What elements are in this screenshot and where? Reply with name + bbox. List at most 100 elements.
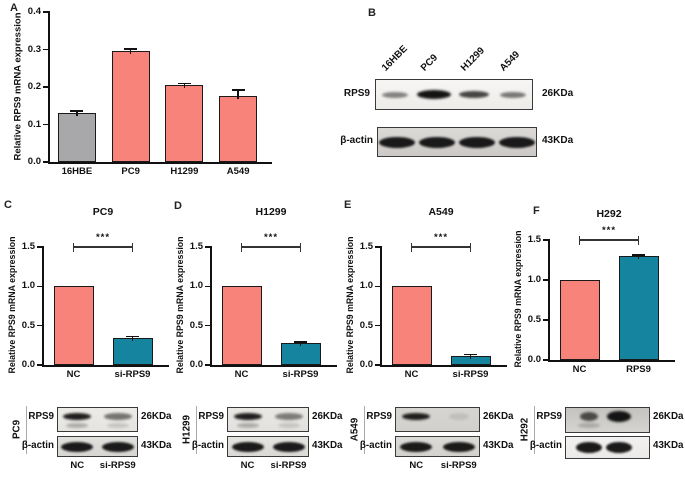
wb-band (442, 441, 475, 452)
wb-band (61, 441, 94, 452)
y-tick-label: 1.5 (527, 234, 541, 245)
y-tick-label: 0.3 (27, 43, 41, 55)
protein-label: β-actin (21, 440, 54, 451)
y-tick-label: 1.5 (359, 241, 373, 252)
bar (221, 286, 262, 365)
cell-line-divider (364, 406, 365, 454)
y-tick-label: 0.0 (21, 359, 35, 370)
x-axis (380, 365, 508, 367)
x-category-label: H1299 (170, 165, 199, 177)
kda-label: 26KDa (542, 88, 574, 99)
significance-bracket-tick (299, 242, 302, 252)
wb-band (379, 136, 415, 148)
y-tick (543, 239, 549, 241)
wb-lane-label: NC (240, 460, 255, 471)
wb-band (101, 441, 134, 452)
wb-band (400, 441, 433, 452)
wb-band (605, 442, 632, 453)
y-tick (37, 364, 43, 366)
x-category-label: RPS9 (626, 363, 651, 375)
protein-label: β-actin (340, 135, 373, 146)
x-category-label: NC (572, 363, 587, 375)
wb-band (106, 422, 129, 428)
significance-bracket (579, 239, 639, 241)
wb-band (606, 410, 631, 422)
y-axis (548, 239, 550, 361)
wb-lane-label: si-RPS9 (440, 460, 477, 471)
x-category-label: si-RPS9 (114, 368, 151, 380)
panel-letter-e: E (344, 199, 352, 211)
significance-bracket (411, 246, 471, 248)
error-bar-line (469, 354, 472, 359)
wb-band (575, 442, 602, 453)
significance-bracket-tick (469, 242, 472, 252)
x-category-label: NC (234, 368, 249, 380)
significance-stars: *** (601, 225, 617, 236)
x-category-label: NC (66, 368, 81, 380)
y-axis (48, 11, 50, 163)
y-tick-label: 0.2 (27, 81, 41, 92)
wb-band (448, 412, 469, 420)
kda-label: 26KDa (483, 411, 514, 422)
protein-label: RPS9 (343, 88, 370, 99)
significance-stars: *** (263, 232, 279, 243)
x-category-label: A549 (226, 165, 250, 177)
wb-lane-label: NC (409, 460, 424, 471)
protein-label: RPS9 (28, 411, 54, 422)
y-tick-label: 1.0 (21, 280, 35, 292)
y-tick (543, 319, 549, 321)
y-tick-label: 0.4 (27, 6, 41, 17)
panel-letter-f: F (533, 205, 540, 217)
y-tick-label: 1.0 (527, 274, 541, 285)
y-tick (43, 123, 49, 126)
wb-band (577, 422, 600, 428)
y-tick (205, 364, 211, 366)
y-tick (543, 359, 549, 361)
wb-membrane-box (227, 407, 309, 432)
significance-stars: *** (433, 232, 449, 243)
significance-bracket-tick (72, 242, 75, 252)
chart-title: H1299 (255, 206, 287, 218)
wb-lane-label: H1299 (458, 45, 487, 74)
wb-band (66, 422, 89, 428)
panel-letter-c: C (4, 199, 12, 211)
error-bar-line (299, 341, 302, 346)
protein-label: β-actin (529, 440, 562, 451)
y-tick (37, 324, 43, 327)
y-tick-label: 1.5 (21, 241, 35, 252)
y-tick (375, 246, 381, 248)
bar (111, 51, 150, 162)
y-axis (42, 246, 44, 366)
wb-band (579, 411, 598, 421)
error-bar-line (183, 83, 186, 89)
y-tick (543, 279, 549, 281)
wb-lane-label: A549 (498, 49, 523, 74)
y-tick (375, 364, 381, 366)
y-tick-label: 0.5 (189, 319, 203, 331)
y-tick-label: 0.5 (527, 314, 541, 325)
x-category-label: si-RPS9 (452, 368, 489, 380)
y-tick (43, 161, 49, 163)
wb-band (272, 441, 305, 452)
x-axis (210, 365, 338, 367)
bar (112, 338, 153, 365)
wb-band (63, 412, 92, 420)
wb-membrane-box (565, 407, 650, 433)
bar (559, 280, 600, 360)
bar (53, 286, 94, 365)
y-tick (37, 246, 43, 248)
y-tick (37, 285, 43, 288)
y-tick (205, 285, 211, 288)
kda-label: 26KDa (653, 411, 684, 422)
error-bar-line (76, 111, 78, 117)
wb-lane-label: PC9 (419, 52, 441, 74)
error-bar-line (237, 90, 239, 100)
significance-bracket-tick (578, 235, 581, 245)
chart-title: PC9 (92, 206, 114, 218)
y-tick-label: 1.0 (189, 280, 203, 292)
x-axis (48, 162, 273, 164)
protein-label: RPS9 (198, 411, 224, 422)
x-category-label: si-RPS9 (282, 368, 319, 380)
significance-bracket-tick (637, 235, 640, 245)
